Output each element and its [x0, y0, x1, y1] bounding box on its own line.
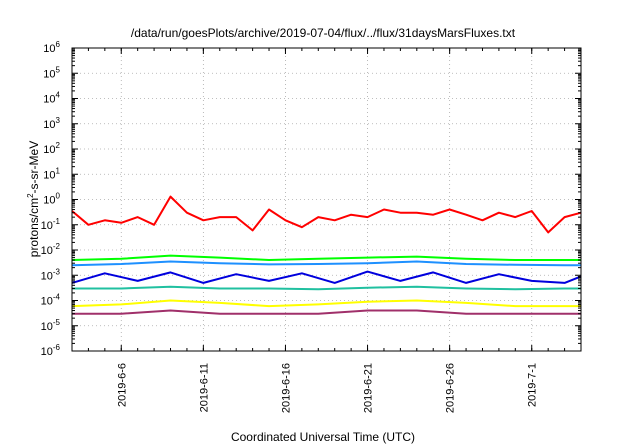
axes: 10-6 10-5 10-4 10-3 10-2 10-1 100 101 102 103 104 1…: [41, 40, 581, 413]
chart-title: /data/run/goesPlots/archive/2019-07-04/f…: [131, 26, 516, 40]
series-line-4: [72, 285, 581, 291]
x-tick-label: 2019-6-11: [198, 363, 210, 412]
x-tick-label: 2019-6-16: [280, 363, 292, 413]
x-tick-label: 2019-6-21: [363, 363, 375, 413]
y-axis-label-sup: 2: [26, 193, 35, 198]
y-tick-label: 100: [43, 192, 60, 207]
y-tick-label: 10-6: [41, 343, 61, 358]
y-tick-label: 10-2: [41, 242, 61, 257]
y-axis-label-prefix: protons/cm: [27, 198, 41, 257]
y-tick-label: 103: [43, 116, 60, 131]
series-line-6: [72, 309, 581, 315]
series-line-5: [71, 299, 581, 308]
y-tick-label: 10-4: [41, 293, 61, 308]
series-line-0: [71, 195, 582, 234]
x-tick-label: 2019-6-26: [445, 363, 457, 413]
y-tick-label: 10-5: [41, 318, 61, 333]
y-tick-label: 10-3: [41, 267, 61, 282]
x-tick-label: 2019-7-1: [527, 363, 539, 407]
plot-frame: [71, 47, 582, 352]
y-tick-label: 105: [43, 65, 60, 80]
y-tick-label: 104: [43, 91, 60, 106]
y-tick-label: 101: [43, 166, 60, 181]
x-tick-label: 2019-6-6: [116, 363, 128, 407]
y-axis-label: protons/cm2-s-sr-MeV: [26, 141, 41, 257]
series-line-3: [71, 270, 582, 284]
y-tick-label: 102: [43, 141, 60, 156]
series-line-2: [71, 260, 581, 267]
y-axis-label-suffix: -s-sr-MeV: [27, 141, 41, 194]
y-tick-label: 106: [43, 40, 60, 55]
y-tick-label: 10-1: [41, 217, 61, 232]
series-line-1: [71, 254, 581, 261]
x-axis-label: Coordinated Universal Time (UTC): [231, 430, 415, 444]
series-layer: [71, 195, 582, 315]
